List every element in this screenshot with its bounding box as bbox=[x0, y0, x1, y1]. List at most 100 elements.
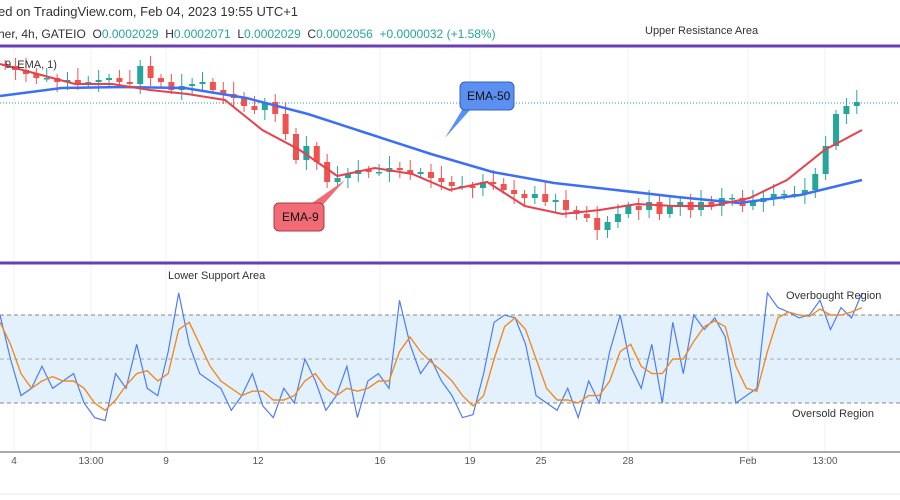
candle bbox=[511, 190, 518, 194]
candle bbox=[407, 170, 414, 174]
candle bbox=[376, 172, 383, 174]
candle bbox=[344, 174, 351, 178]
candle bbox=[95, 80, 102, 82]
candle bbox=[729, 198, 736, 200]
candle bbox=[448, 182, 455, 186]
candle bbox=[417, 172, 424, 174]
candle bbox=[822, 146, 829, 174]
ema9-callout-pointer bbox=[305, 180, 345, 208]
candle bbox=[469, 186, 476, 188]
candle bbox=[708, 202, 715, 206]
candle bbox=[137, 66, 144, 84]
candle bbox=[656, 202, 663, 214]
indicator-label: 9, EMA, 1) bbox=[5, 59, 57, 71]
symbol-info: her, 4h, GATEIO bbox=[0, 27, 86, 41]
candle bbox=[272, 102, 279, 114]
ema50-label: EMA-50 bbox=[467, 89, 511, 103]
lower-support-label: Lower Support Area bbox=[168, 270, 266, 282]
candle bbox=[781, 194, 788, 196]
candle bbox=[74, 80, 81, 84]
high-value: 0.0002071 bbox=[173, 27, 231, 41]
candle bbox=[313, 146, 320, 162]
candle bbox=[241, 98, 248, 106]
ema9-label: EMA-9 bbox=[282, 210, 319, 224]
candle bbox=[22, 70, 29, 74]
x-tick-label: 28 bbox=[622, 456, 634, 467]
x-tick-label: 4 bbox=[11, 456, 17, 467]
candle bbox=[261, 102, 268, 110]
ema9-callout bbox=[273, 202, 325, 232]
candle bbox=[251, 106, 258, 110]
candle bbox=[209, 82, 216, 90]
x-tick-label: 16 bbox=[374, 456, 386, 467]
close-value: 0.0002056 bbox=[316, 27, 373, 41]
x-tick-label: 9 bbox=[163, 456, 169, 467]
candle bbox=[542, 194, 549, 202]
upper-resistance-label: Upper Resistance Area bbox=[645, 25, 759, 37]
candle bbox=[334, 178, 341, 182]
candle bbox=[126, 82, 133, 84]
candle bbox=[324, 162, 331, 182]
candle bbox=[199, 82, 206, 84]
ema50-callout bbox=[459, 81, 515, 111]
open-value: 0.0002029 bbox=[101, 27, 159, 41]
x-tick-label: 25 bbox=[535, 456, 547, 467]
candle bbox=[438, 178, 445, 182]
x-tick-label: 13:00 bbox=[78, 456, 103, 467]
x-tick-label: Feb bbox=[739, 456, 757, 467]
stoch-d-line bbox=[0, 306, 863, 412]
candle bbox=[853, 102, 860, 106]
candle bbox=[396, 168, 403, 170]
ema50-callout-pointer bbox=[445, 110, 470, 138]
candle bbox=[801, 190, 808, 194]
candle bbox=[583, 214, 590, 218]
change-value: +0.0000032 (+1.58%) bbox=[379, 27, 496, 41]
candle bbox=[479, 182, 486, 188]
candle bbox=[189, 84, 196, 86]
candle bbox=[428, 172, 434, 178]
candle bbox=[157, 78, 164, 82]
high-label: H bbox=[165, 27, 174, 41]
candle bbox=[33, 74, 40, 78]
candle bbox=[614, 214, 621, 222]
ema50-line bbox=[0, 85, 863, 205]
candle bbox=[646, 202, 653, 210]
close-label: C bbox=[307, 27, 317, 41]
x-tick-label: 19 bbox=[464, 456, 476, 467]
candle bbox=[563, 200, 570, 210]
candle bbox=[147, 66, 154, 78]
candle bbox=[500, 184, 507, 190]
candle bbox=[521, 194, 528, 198]
low-value: 0.0002029 bbox=[244, 27, 301, 41]
x-tick-label: 13:00 bbox=[812, 456, 837, 467]
published-header: ed on TradingView.com, Feb 04, 2023 19:5… bbox=[0, 4, 299, 19]
candle bbox=[635, 206, 642, 210]
candle bbox=[220, 90, 227, 94]
candle bbox=[303, 146, 310, 160]
candle bbox=[604, 222, 611, 230]
candle bbox=[531, 194, 538, 198]
candle bbox=[812, 174, 819, 190]
candle bbox=[666, 206, 673, 214]
stoch-k-line bbox=[0, 291, 863, 422]
x-tick-label: 12 bbox=[252, 456, 264, 467]
candle bbox=[116, 78, 123, 82]
oversold-label: Oversold Region bbox=[792, 408, 874, 420]
candle bbox=[749, 202, 756, 206]
candle bbox=[770, 194, 777, 198]
open-label: O bbox=[92, 27, 102, 41]
overbought-label: Overbought Region bbox=[786, 290, 881, 302]
candle bbox=[490, 182, 497, 184]
candle bbox=[552, 200, 559, 202]
ohlc-legend: her, 4h, GATEIO O0.0002029 H0.0002071 L0… bbox=[0, 27, 496, 41]
candle bbox=[594, 218, 601, 230]
candle bbox=[625, 206, 632, 214]
candle bbox=[43, 78, 50, 80]
candle bbox=[168, 82, 175, 90]
candle bbox=[833, 114, 840, 146]
low-label: L bbox=[237, 27, 245, 41]
ema9-line bbox=[0, 63, 863, 216]
candle bbox=[106, 78, 113, 80]
candle bbox=[843, 106, 850, 114]
